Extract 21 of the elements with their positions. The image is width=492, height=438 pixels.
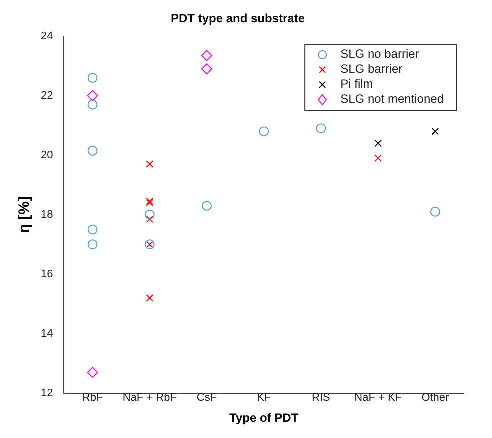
x-axis-title: Type of PDT	[230, 411, 300, 426]
y-tick-label: 14	[40, 328, 54, 340]
y-tick-label: 22	[40, 90, 54, 102]
x-tick-label: KF	[257, 392, 272, 404]
legend-label: SLG no barrier	[340, 47, 420, 62]
x-tick-label: CsF	[196, 392, 218, 404]
x-tick-label: RbF	[82, 392, 104, 404]
x-tick-label: RIS	[312, 392, 330, 404]
y-tick-label: 18	[40, 208, 54, 221]
legend-label: SLG not mentioned	[340, 92, 444, 106]
x-tick-label: NaF + KF	[354, 392, 402, 404]
x-tick-label: NaF + RbF	[122, 392, 178, 404]
y-tick-label: 20	[40, 149, 54, 162]
legend-label: Pi film	[340, 77, 374, 92]
x-tick-label: Other	[422, 392, 450, 404]
y-tick-label: 12	[40, 387, 54, 400]
legend-label: SLG barrier	[340, 62, 403, 76]
y-axis-title: η [%]	[16, 196, 34, 234]
y-tick-label: 24	[40, 30, 54, 42]
y-tick-label: 16	[40, 268, 54, 280]
chart-title: PDT type and substrate	[170, 12, 306, 26]
